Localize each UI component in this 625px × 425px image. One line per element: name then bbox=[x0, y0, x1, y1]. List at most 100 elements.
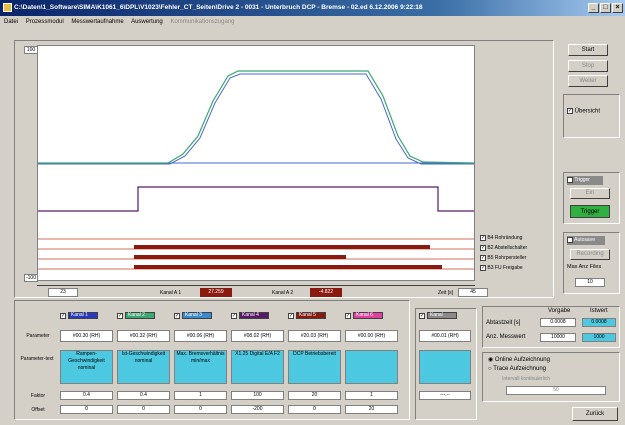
trace-label: Trace Aufzeichnung bbox=[493, 366, 546, 372]
check-icon: ✓ bbox=[480, 244, 486, 251]
channel-name: Kanal 1 bbox=[68, 312, 98, 320]
checkbox-icon bbox=[567, 236, 573, 243]
weiter-button[interactable]: Weiter bbox=[568, 75, 608, 87]
plot-area[interactable] bbox=[37, 45, 475, 281]
legend-label: B5 Rohrpersteller bbox=[487, 255, 527, 261]
channel-text-field[interactable]: Rampen-Geschwindigkeit nominal bbox=[60, 350, 113, 384]
channel-faktor-field[interactable]: 1 bbox=[345, 391, 398, 400]
channel-param-field[interactable]: #20.03 (RH) bbox=[288, 330, 341, 342]
legend-item-b4[interactable]: ✓ B4 Rohrändung bbox=[480, 234, 522, 242]
channel-param-field[interactable]: #00.06 (RH) bbox=[174, 330, 227, 342]
check-icon: ✓ bbox=[480, 264, 486, 271]
channel-offset-field[interactable]: -200 bbox=[231, 405, 284, 414]
channel-text-field[interactable]: X1.25 Digital E/A F2 bbox=[231, 350, 284, 384]
channel-header[interactable]: ✓ Kanal 4 bbox=[231, 312, 269, 322]
title-bar: C:\Daten\1_Software\SIMA\K1061_6\DPL\V10… bbox=[0, 0, 625, 16]
extra-channel-name: Kanal bbox=[427, 312, 457, 320]
trace-interval-field[interactable]: 50 bbox=[506, 386, 606, 395]
menu-kommunikation: Kommunikationszugang bbox=[170, 19, 235, 25]
trigger-checkbox[interactable]: Trigger bbox=[567, 176, 603, 185]
check-icon: ✓ bbox=[174, 312, 180, 319]
channels-frame bbox=[14, 300, 410, 420]
channel-text-field[interactable]: DCP Betriebsbereit bbox=[288, 350, 341, 384]
check-icon: ✓ bbox=[419, 312, 425, 319]
row-label-parameter: Parameter bbox=[26, 333, 50, 339]
anz-ist-field: 1000 bbox=[582, 333, 616, 342]
abtastzeit-ist-field: 0.0008 bbox=[582, 318, 616, 327]
channel-header[interactable]: ✓ Kanal 3 bbox=[174, 312, 212, 322]
autosave-checkbox[interactable]: Autosave bbox=[567, 236, 605, 245]
channel-param-field[interactable]: #00.00 (RH) bbox=[345, 330, 398, 342]
window-title: C:\Daten\1_Software\SIMA\K1061_6\DPL\V10… bbox=[14, 4, 423, 11]
channel-offset-field[interactable]: 0 bbox=[288, 405, 341, 414]
channel-faktor-field[interactable]: 20 bbox=[288, 391, 341, 400]
stop-button[interactable]: Stop bbox=[568, 60, 608, 72]
app-icon bbox=[3, 3, 12, 12]
trigger-button[interactable]: Trigger bbox=[570, 205, 610, 218]
channel-faktor-field[interactable]: 1 bbox=[174, 391, 227, 400]
channel-header[interactable]: ✓ Kanal 2 bbox=[117, 312, 155, 322]
checkbox-icon bbox=[567, 176, 573, 183]
channel-text-field[interactable]: Max. Bremsverhältnis min/max bbox=[174, 350, 227, 384]
minimize-button[interactable]: _ bbox=[588, 3, 599, 13]
vorgabe-header: Vorgabe bbox=[548, 308, 571, 314]
extra-channel-text bbox=[419, 350, 471, 384]
abtastzeit-vorgabe-field[interactable]: 0.0008 bbox=[540, 318, 576, 327]
extra-channel-faktor[interactable]: ---.-- bbox=[419, 391, 471, 400]
legend-item-b3[interactable]: ✓ B3 FU Freigabe bbox=[480, 264, 523, 272]
channel-offset-field[interactable]: 0 bbox=[174, 405, 227, 414]
y-top-label: 100 bbox=[24, 46, 38, 54]
menu-messwertaufnahme[interactable]: Messwertaufnahme bbox=[71, 19, 124, 25]
maximize-button[interactable]: □ bbox=[600, 3, 611, 13]
menu-prozessmodul[interactable]: Prozessmodul bbox=[25, 19, 64, 25]
channel-faktor-field[interactable]: 0.4 bbox=[60, 391, 113, 400]
trigger-group bbox=[563, 172, 620, 224]
row-label-faktor: Faktor bbox=[30, 393, 46, 399]
channel-text-field[interactable] bbox=[345, 350, 398, 384]
channel-param-field[interactable]: #00.30 (RH) bbox=[60, 330, 113, 342]
trace-bar-2 bbox=[134, 255, 346, 259]
trace-radio[interactable]: ○ Trace Aufzeichnung bbox=[488, 366, 546, 372]
channel-header[interactable]: ✓ Kanal 6 bbox=[345, 312, 383, 322]
x-left-field[interactable]: 23 bbox=[48, 288, 78, 297]
zurueck-button[interactable]: Zurück bbox=[572, 407, 618, 421]
zeit-label: Zeit [s] bbox=[438, 290, 454, 296]
channel-param-field[interactable]: #08.02 (RH) bbox=[231, 330, 284, 342]
uebersicht-group bbox=[563, 94, 620, 138]
legend-item-b5[interactable]: ✓ B5 Rohrpersteller bbox=[480, 254, 526, 262]
legend-item-b2[interactable]: ✓ B2 Abstellschalter bbox=[480, 244, 527, 252]
kanal-a1-label: Kanal A 1 bbox=[160, 290, 182, 296]
channel-text-field[interactable]: Ist-Geschwindigkeit nominal bbox=[117, 350, 170, 384]
anz-messwert-label: Anz. Messwert bbox=[486, 334, 526, 340]
check-icon: ✓ bbox=[480, 254, 486, 261]
istwert-header: Istwert bbox=[590, 308, 608, 314]
channel-header[interactable]: ✓ Kanal 5 bbox=[288, 312, 326, 322]
sampling-group bbox=[482, 306, 620, 348]
x-right-field[interactable]: 45 bbox=[458, 288, 488, 297]
close-button[interactable]: × bbox=[612, 3, 623, 13]
online-radio[interactable]: ◉ Online Aufzeichnung bbox=[488, 356, 550, 363]
channel-param-field[interactable]: #00.32 (RH) bbox=[117, 330, 170, 342]
menu-auswertung[interactable]: Auswertung bbox=[131, 19, 163, 25]
check-icon: ✓ bbox=[567, 108, 573, 114]
extra-channel-param[interactable]: #00.01 (RH) bbox=[419, 330, 471, 342]
channel-faktor-field[interactable]: 100 bbox=[231, 391, 284, 400]
row-label-offset: Offset bbox=[31, 407, 45, 413]
channel-faktor-field[interactable]: 0.4 bbox=[117, 391, 170, 400]
extra-channel-header[interactable]: ✓ Kanal bbox=[419, 312, 457, 322]
channel-offset-field[interactable]: 0 bbox=[117, 405, 170, 414]
ein-button[interactable]: Ein bbox=[570, 188, 610, 199]
autosave-group bbox=[563, 232, 620, 294]
uebersicht-checkbox[interactable]: ✓ Übersicht bbox=[567, 108, 600, 115]
abtastzeit-label: Abtastzeit [s] bbox=[486, 320, 521, 326]
menu-datei[interactable]: Datei bbox=[4, 19, 19, 25]
start-button[interactable]: Start bbox=[568, 44, 608, 56]
row-label-parametertext: Parameter-text bbox=[20, 356, 54, 362]
trace-svg bbox=[38, 70, 475, 270]
channel-header[interactable]: ✓ Kanal 1 bbox=[60, 312, 98, 322]
anz-vorgabe-field[interactable]: 10000 bbox=[540, 333, 576, 342]
max-files-field[interactable]: 10 bbox=[575, 278, 605, 287]
channel-offset-field[interactable]: 0 bbox=[60, 405, 113, 414]
recording-button[interactable]: Recording bbox=[570, 249, 610, 260]
channel-offset-field[interactable]: 20 bbox=[345, 405, 398, 414]
